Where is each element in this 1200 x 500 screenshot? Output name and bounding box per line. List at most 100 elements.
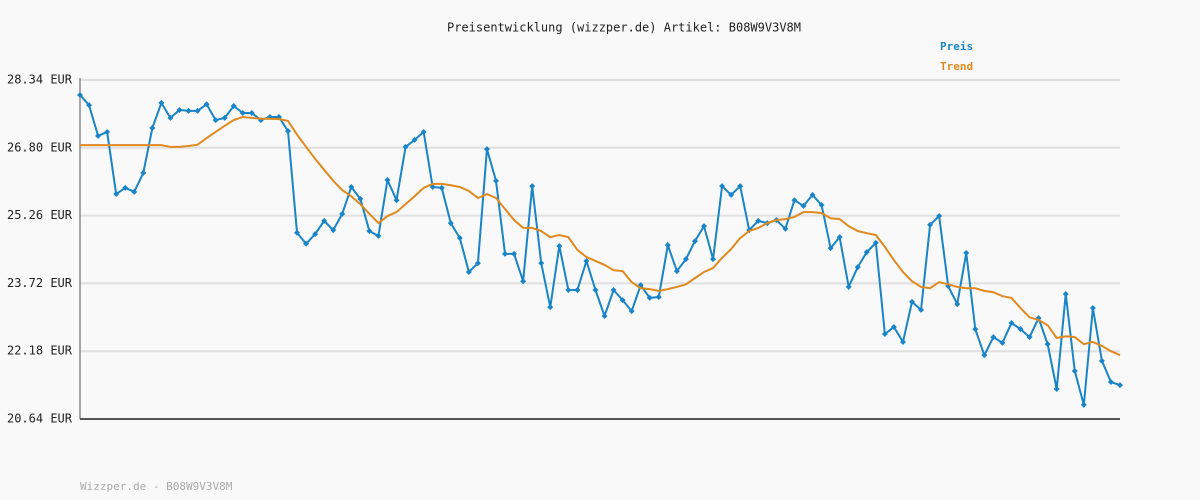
point-marker: [827, 245, 834, 252]
point-marker: [854, 264, 861, 271]
point-marker: [646, 294, 653, 301]
point-marker: [836, 234, 843, 241]
point-marker: [176, 106, 183, 113]
point-marker: [954, 301, 961, 308]
point-marker: [384, 176, 391, 183]
point-marker: [1080, 401, 1087, 408]
point-marker: [167, 114, 174, 121]
point-marker: [1062, 290, 1069, 297]
point-marker: [990, 334, 997, 341]
point-marker: [682, 256, 689, 263]
point-marker: [285, 128, 291, 135]
point-marker: [113, 191, 120, 198]
point-marker: [574, 287, 581, 294]
y-tick-label: 23.72 EUR: [7, 276, 73, 290]
legend-entry: Trend: [940, 60, 973, 73]
point-marker: [185, 107, 192, 114]
point-marker: [1008, 320, 1015, 327]
point-marker: [845, 283, 852, 290]
point-marker: [95, 132, 102, 139]
point-marker: [375, 232, 382, 239]
y-tick-label: 25.26 EUR: [7, 208, 73, 222]
point-marker: [465, 268, 472, 275]
point-marker: [339, 210, 346, 217]
point-marker: [936, 213, 943, 220]
point-marker: [538, 260, 545, 267]
point-marker: [122, 184, 129, 191]
point-marker: [1107, 379, 1114, 386]
point-marker: [927, 221, 934, 228]
y-tick-label: 28.34 EUR: [7, 73, 73, 87]
point-marker: [149, 124, 156, 131]
point-marker: [158, 99, 165, 106]
point-marker: [194, 107, 201, 114]
point-marker: [547, 304, 554, 311]
point-marker: [701, 223, 707, 230]
point-marker: [393, 197, 400, 204]
point-marker: [592, 287, 599, 294]
point-marker: [691, 238, 698, 245]
point-marker: [1017, 326, 1024, 333]
point-marker: [818, 202, 825, 209]
point-marker: [601, 312, 608, 319]
point-marker: [294, 229, 301, 236]
point-marker: [520, 278, 527, 285]
series-line: [79, 94, 1121, 406]
point-marker: [1026, 334, 1033, 341]
point-marker: [1089, 305, 1096, 312]
point-marker: [610, 287, 617, 294]
point-marker: [529, 183, 536, 190]
point-marker: [1117, 382, 1123, 389]
point-marker: [86, 102, 93, 109]
point-marker: [330, 227, 337, 234]
y-tick-label: 26.80 EUR: [7, 140, 73, 154]
point-marker: [673, 268, 680, 275]
point-marker: [556, 242, 563, 249]
point-marker: [583, 257, 590, 264]
point-marker: [357, 195, 364, 202]
point-marker: [881, 331, 888, 338]
point-marker: [737, 183, 744, 190]
point-marker: [366, 228, 373, 235]
point-marker: [221, 114, 228, 121]
point-marker: [863, 249, 870, 256]
point-marker: [909, 298, 915, 305]
point-marker: [655, 294, 662, 301]
point-marker: [321, 217, 328, 224]
series-line: [80, 115, 1121, 357]
point-marker: [1044, 341, 1051, 348]
y-tick-label: 22.18 EUR: [7, 344, 73, 358]
y-tick-label: 20.64 EUR: [7, 412, 73, 426]
footer: Wizzper.de - B08W9V3V8M: [80, 480, 233, 493]
point-marker: [999, 339, 1006, 346]
point-marker: [131, 188, 138, 195]
point-marker: [800, 202, 807, 209]
point-marker: [248, 110, 255, 117]
point-marker: [565, 287, 572, 294]
point-marker: [619, 297, 626, 304]
point-marker: [402, 143, 409, 150]
point-marker: [203, 101, 210, 108]
point-marker: [456, 235, 463, 242]
point-marker: [447, 220, 454, 227]
point-marker: [1053, 386, 1060, 393]
point-marker: [239, 110, 246, 117]
point-marker: [411, 136, 418, 143]
point-marker: [963, 250, 970, 257]
point-marker: [628, 308, 635, 315]
point-marker: [502, 250, 509, 257]
point-marker: [918, 306, 925, 313]
point-marker: [972, 326, 979, 333]
point-marker: [809, 191, 816, 198]
point-marker: [493, 177, 499, 184]
point-marker: [438, 184, 445, 191]
chart-title: Preisentwicklung (wizzper.de) Artikel: B…: [447, 21, 801, 35]
point-marker: [312, 231, 319, 238]
point-marker: [303, 240, 310, 247]
point-marker: [728, 191, 735, 198]
point-marker: [77, 91, 83, 98]
point-marker: [899, 338, 906, 345]
point-marker: [348, 183, 355, 190]
point-marker: [104, 128, 111, 135]
point-marker: [140, 169, 147, 176]
